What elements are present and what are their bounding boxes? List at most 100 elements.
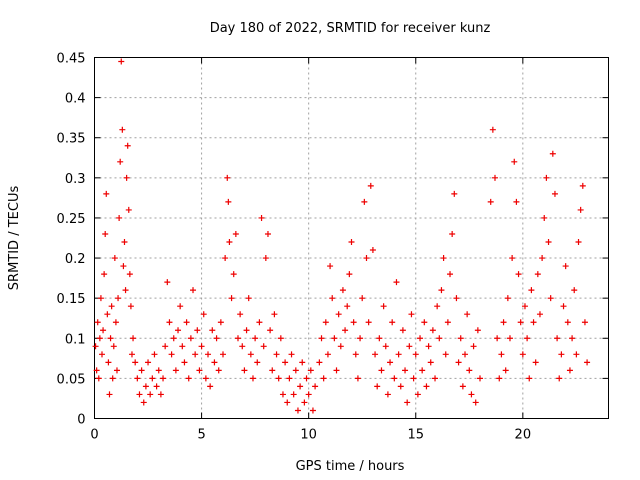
data-point: [120, 263, 127, 270]
data-point: [449, 230, 456, 237]
x-tick-label: 0: [90, 428, 98, 443]
data-point: [190, 287, 197, 294]
data-point: [354, 375, 361, 382]
y-tick-label: 0.3: [65, 172, 86, 187]
data-point: [232, 230, 239, 237]
data-point: [425, 343, 432, 350]
data-point: [506, 335, 513, 342]
data-point: [119, 126, 126, 133]
data-point: [123, 174, 130, 181]
data-point: [130, 335, 137, 342]
data-point: [511, 158, 518, 165]
data-point: [110, 343, 117, 350]
data-point: [275, 375, 282, 382]
data-point: [487, 198, 494, 205]
data-point: [342, 327, 349, 334]
data-point: [410, 375, 417, 382]
data-point: [438, 287, 445, 294]
data-point: [142, 383, 149, 390]
data-point: [160, 375, 167, 382]
data-point: [175, 327, 182, 334]
data-point: [94, 319, 101, 326]
data-point: [359, 295, 366, 302]
chart-title: Day 180 of 2022, SRMTID for receiver kun…: [210, 21, 491, 36]
data-point: [408, 311, 415, 318]
x-tick-label: 15: [407, 428, 424, 443]
data-point: [155, 367, 162, 374]
data-point: [541, 214, 548, 221]
data-point: [307, 367, 314, 374]
data-point: [477, 375, 483, 382]
data-point: [447, 271, 454, 278]
grid: [94, 57, 609, 419]
data-point: [369, 247, 376, 254]
data-point: [260, 343, 267, 350]
data-point: [504, 295, 511, 302]
data-point: [128, 351, 135, 358]
data-point: [391, 375, 398, 382]
data-point: [429, 327, 436, 334]
data-point: [440, 255, 447, 262]
data-point: [536, 311, 543, 318]
data-point: [207, 383, 214, 390]
data-point: [127, 303, 134, 310]
data-point: [168, 351, 175, 358]
data-point: [372, 351, 379, 358]
data-point: [105, 359, 112, 366]
data-point: [122, 287, 129, 294]
data-point: [111, 255, 118, 262]
data-point: [179, 343, 186, 350]
data-point: [277, 335, 284, 342]
x-tick-label: 10: [300, 428, 317, 443]
data-point: [455, 359, 462, 366]
data-point: [108, 303, 115, 310]
data-point: [222, 255, 229, 262]
data-point: [264, 230, 271, 237]
data-point: [494, 335, 501, 342]
data-point: [237, 311, 244, 318]
data-point: [117, 158, 124, 165]
data-point: [96, 335, 103, 342]
data-point: [357, 335, 364, 342]
x-tick-label: 5: [197, 428, 205, 443]
data-point: [288, 351, 295, 358]
data-point: [100, 327, 107, 334]
data-point: [183, 319, 190, 326]
data-point: [434, 303, 441, 310]
data-point: [145, 359, 152, 366]
data-point: [470, 343, 477, 350]
data-point: [102, 230, 109, 237]
data-point: [468, 391, 475, 398]
data-point: [382, 343, 389, 350]
data-point: [198, 343, 205, 350]
y-tick-label: 0.45: [57, 52, 86, 67]
data-point: [361, 198, 368, 205]
y-tick-label: 0: [77, 413, 85, 428]
data-point: [384, 391, 391, 398]
data-point: [294, 407, 301, 414]
data-point: [327, 263, 334, 270]
data-point: [149, 375, 156, 382]
data-point: [350, 319, 357, 326]
data-point: [421, 319, 428, 326]
data-point: [509, 255, 516, 262]
data-point: [532, 359, 539, 366]
y-tick-label: 0.25: [57, 212, 86, 227]
data-point: [115, 295, 122, 302]
data-point: [136, 391, 143, 398]
data-point: [376, 335, 383, 342]
data-point: [164, 279, 171, 286]
data-point: [292, 367, 299, 374]
data-point: [562, 263, 569, 270]
data-point: [491, 174, 498, 181]
data-point: [331, 335, 338, 342]
data-point: [104, 311, 111, 318]
data-point: [138, 367, 145, 374]
data-point: [380, 303, 387, 310]
data-point: [432, 375, 439, 382]
data-point: [547, 295, 554, 302]
data-point: [220, 351, 226, 358]
data-point: [414, 391, 421, 398]
data-point: [121, 239, 128, 246]
